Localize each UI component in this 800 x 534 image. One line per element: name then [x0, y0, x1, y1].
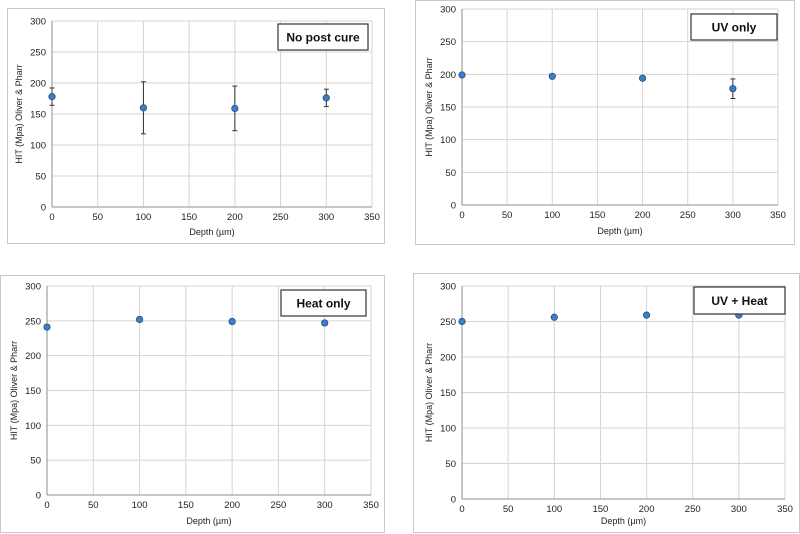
data-point	[458, 317, 466, 326]
y-tick-label: 0	[451, 201, 456, 212]
y-tick-label: 0	[36, 491, 41, 502]
data-point	[48, 93, 56, 101]
x-tick-label: 150	[592, 504, 608, 515]
x-tick-label: 300	[731, 504, 747, 515]
data-point	[638, 74, 647, 82]
x-tick-label: 50	[88, 500, 99, 511]
data-point	[322, 94, 330, 102]
legend-box	[277, 23, 369, 51]
x-axis-title: Depth (µm)	[189, 227, 234, 237]
data-point	[548, 72, 556, 80]
x-tick-label: 250	[680, 210, 696, 221]
x-tick-label: 150	[589, 210, 605, 221]
x-tick-label: 300	[725, 210, 741, 221]
y-tick-label: 250	[25, 316, 41, 327]
y-tick-label: 300	[30, 17, 46, 28]
x-tick-label: 300	[318, 212, 334, 223]
x-axis-title: Depth (µm)	[601, 516, 646, 526]
legend-label-uv-only: UV only	[712, 21, 757, 35]
x-tick-label: 50	[502, 210, 513, 221]
x-tick-label: 100	[132, 500, 148, 511]
y-tick-label: 100	[440, 424, 456, 435]
y-axis-title: HIT (Mpa) Oliver & Pharr	[14, 64, 24, 163]
data-point	[642, 311, 651, 319]
chart-panel-uv-only: 0 50 100 150 200 250 300 350 0 50 100 150 200 250 300 D…	[415, 0, 795, 245]
data-point	[139, 104, 148, 112]
y-tick-label: 50	[445, 168, 456, 179]
x-tick-label: 150	[178, 500, 194, 511]
data-point	[135, 315, 144, 324]
y-tick-label: 50	[30, 456, 41, 467]
chart-svg: 0 50 100 150 200 250 300 350 0 50 100 150 200 250 300 D…	[424, 5, 786, 237]
x-tick-label: 200	[227, 212, 243, 223]
data-point	[43, 323, 51, 331]
y-tick-label: 300	[25, 282, 41, 293]
x-tick-label: 250	[270, 500, 286, 511]
x-tick-label: 50	[92, 212, 103, 223]
y-tick-label: 200	[440, 353, 456, 364]
x-tick-label: 300	[317, 500, 333, 511]
x-tick-label: 200	[224, 500, 240, 511]
legend-box	[693, 286, 786, 315]
y-tick-label: 250	[440, 37, 456, 48]
legend-label-heat-only: Heat only	[296, 297, 350, 311]
data-point	[550, 313, 558, 321]
chart-svg: 0 50 100 150 200 250 300 350 0 50 100 150 200 250 300 D…	[14, 17, 380, 238]
x-tick-label: 350	[364, 212, 380, 223]
x-tick-label: 100	[135, 212, 151, 223]
y-tick-label: 150	[440, 103, 456, 114]
x-tick-label: 350	[777, 504, 793, 515]
x-tick-label: 200	[635, 210, 651, 221]
chart-svg: 0 50 100 150 200 250 300 350 0 50 100 150 200 250 300 D…	[9, 282, 379, 527]
y-tick-label: 50	[35, 172, 46, 183]
legend-label-uv-heat: UV + Heat	[711, 294, 767, 308]
x-tick-label: 250	[685, 504, 701, 515]
y-tick-label: 0	[41, 203, 46, 214]
y-tick-label: 250	[440, 317, 456, 328]
chart-panel-uv-heat: 0 50 100 150 200 250 300 350 0 50 100 150 200 250 300 D…	[413, 273, 800, 533]
x-tick-label: 100	[546, 504, 562, 515]
y-tick-label: 300	[440, 5, 456, 16]
y-axis-title: HIT (Mpa) Oliver & Pharr	[424, 343, 434, 442]
chart-panel-no-post-cure: 0 50 100 150 200 250 300 350 0 50 100 150 200 250 300 D…	[7, 8, 385, 244]
y-tick-label: 150	[30, 110, 46, 121]
y-tick-label: 100	[25, 421, 41, 432]
x-tick-label: 350	[770, 210, 786, 221]
x-tick-label: 250	[273, 212, 289, 223]
y-axis-title: HIT (Mpa) Oliver & Pharr	[9, 341, 19, 440]
x-tick-label: 0	[44, 500, 49, 511]
data-point	[321, 319, 329, 327]
x-tick-label: 100	[544, 210, 560, 221]
x-axis-title: Depth (µm)	[186, 516, 231, 526]
y-tick-label: 200	[30, 79, 46, 90]
y-tick-label: 150	[25, 386, 41, 397]
y-tick-label: 0	[451, 495, 456, 506]
chart-svg: 0 50 100 150 200 250 300 350 0 50 100 150 200 250 300 D…	[424, 282, 793, 527]
data-point	[231, 104, 239, 113]
chart-panel-heat-only: 0 50 100 150 200 250 300 350 0 50 100 150 200 250 300 D…	[0, 275, 385, 533]
y-tick-label: 250	[30, 48, 46, 59]
data-point	[458, 71, 466, 79]
y-tick-label: 150	[440, 388, 456, 399]
x-tick-label: 0	[459, 504, 464, 515]
x-tick-label: 150	[181, 212, 197, 223]
x-axis-title: Depth (µm)	[597, 226, 642, 236]
x-tick-label: 50	[503, 504, 514, 515]
legend-box	[690, 13, 778, 41]
x-tick-label: 0	[49, 212, 54, 223]
y-tick-label: 50	[445, 459, 456, 470]
x-tick-label: 200	[639, 504, 655, 515]
y-tick-label: 300	[440, 282, 456, 293]
y-tick-label: 100	[440, 135, 456, 146]
x-tick-label: 350	[363, 500, 379, 511]
y-axis-title: HIT (Mpa) Oliver & Pharr	[424, 57, 434, 156]
x-tick-label: 0	[459, 210, 464, 221]
y-tick-label: 100	[30, 141, 46, 152]
legend-label-no-post-cure: No post cure	[286, 31, 360, 45]
legend-box	[280, 289, 367, 317]
y-tick-label: 200	[25, 351, 41, 362]
data-point	[729, 85, 737, 93]
y-tick-label: 200	[440, 70, 456, 81]
data-point	[228, 317, 236, 326]
